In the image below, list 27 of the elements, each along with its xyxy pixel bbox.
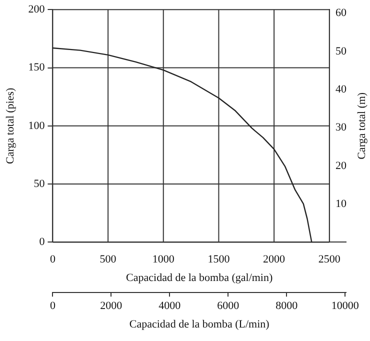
x2-tick-label: 6000 xyxy=(217,300,240,312)
y2-axis-title: Carga total (m) xyxy=(356,92,368,160)
x-tick-label: 500 xyxy=(100,254,117,266)
x2-tick-label: 10000 xyxy=(331,300,360,312)
y2-tick-label: 60 xyxy=(336,7,347,20)
x2-tick-label: 0 xyxy=(50,300,56,312)
y-tick-label: 200 xyxy=(28,3,46,16)
x-tick-label: 0 xyxy=(50,254,56,266)
x-tick-label: 2500 xyxy=(318,254,341,266)
y2-tick-label: 10 xyxy=(336,198,347,210)
y2-tick-label: 20 xyxy=(336,160,347,172)
y2-tick-label: 50 xyxy=(336,45,347,58)
x2-tick-label: 2000 xyxy=(100,300,123,312)
x-tick-label: 2000 xyxy=(263,254,286,266)
x2-tick-label: 4000 xyxy=(158,300,182,312)
x-axis-title: Capacidad de la bomba (gal/min) xyxy=(126,272,273,284)
y2-tick-label: 40 xyxy=(336,83,347,96)
y-tick-label: 0 xyxy=(39,236,46,248)
y-tick-label: 50 xyxy=(34,178,46,190)
y-axis-title: Carga total (pies) xyxy=(4,87,16,164)
x2-axis-title: Capacidad de la bomba (L/min) xyxy=(129,318,270,330)
y-tick-label: 100 xyxy=(28,120,46,132)
x-tick-label: 1000 xyxy=(152,254,175,266)
x-tick-label: 1500 xyxy=(208,254,230,266)
x2-tick-label: 8000 xyxy=(276,300,298,312)
y2-tick-label: 30 xyxy=(336,122,347,134)
y-tick-label: 150 xyxy=(28,62,46,74)
